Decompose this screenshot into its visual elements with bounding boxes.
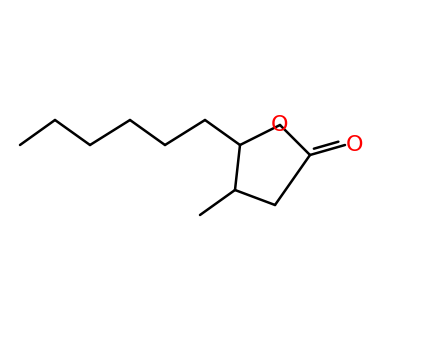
Text: O: O [271,115,289,135]
Text: O: O [346,135,364,155]
